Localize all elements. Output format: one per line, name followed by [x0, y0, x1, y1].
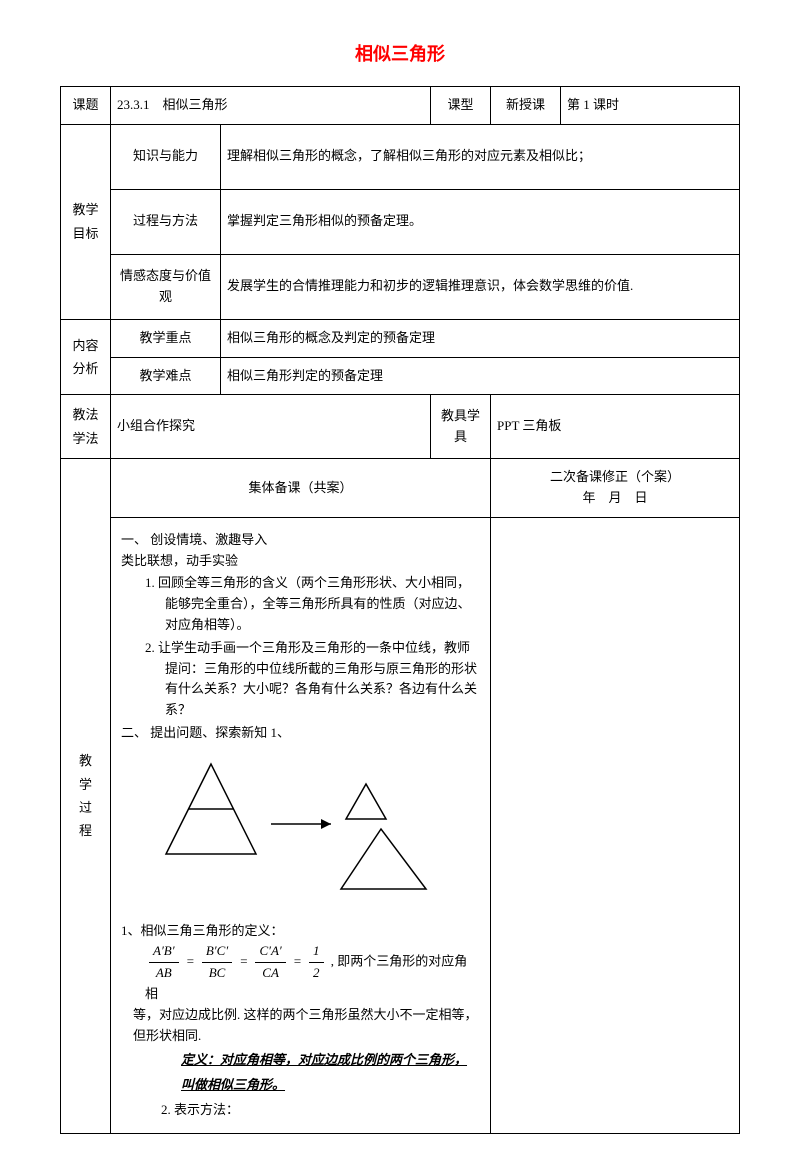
- ana-v-0: 相似三角形的概念及判定的预备定理: [221, 319, 740, 357]
- ana-k-0: 教学重点: [111, 319, 221, 357]
- label-analysis: 内容分析: [61, 319, 111, 395]
- label-keti: 课题: [61, 87, 111, 125]
- lower-triangle-icon: [341, 829, 426, 889]
- plan-header-right-l2: 年 月 日: [583, 490, 648, 505]
- lesson-table: 课题 23.3.1 相似三角形 课型 新授课 第 1 课时 教学目标 知识与能力…: [60, 86, 740, 1134]
- method-value: 小组合作探究: [111, 395, 431, 459]
- def-label: 1、相似三角三角形的定义：: [121, 921, 480, 942]
- small-top-triangle-icon: [346, 784, 386, 819]
- goal-v-0: 理解相似三角形的概念，了解相似三角形的对应元素及相似比；: [221, 124, 740, 189]
- label-process: 教学过程: [61, 459, 111, 1134]
- def-cont: 等，对应边成比例. 这样的两个三角形虽然大小不一定相等，但形状相同.: [121, 1005, 480, 1047]
- arrow-head-icon: [321, 819, 331, 829]
- item2: 2. 表示方法：: [121, 1100, 480, 1121]
- goal-k-2: 情感态度与价值观: [111, 254, 221, 319]
- content-main: 一、 创设情境、激趣导入 类比联想，动手实验 1. 回顾全等三角形的含义（两个三…: [111, 517, 491, 1133]
- equation: A′B′AB = B′C′BC = C′A′CA = 12 , 即两个三角形的对…: [145, 941, 480, 1004]
- ana-v-1: 相似三角形判定的预备定理: [221, 357, 740, 395]
- triangle-diagram: [121, 754, 480, 901]
- page-title: 相似三角形: [60, 40, 740, 66]
- sec1-item2: 2. 让学生动手画一个三角形及三角形的一条中位线，教师提问：三角形的中位线所截的…: [125, 638, 480, 721]
- value-period: 第 1 课时: [561, 87, 740, 125]
- label-goals: 教学目标: [61, 124, 111, 319]
- plan-header-right-l1: 二次备课修正（个案）: [550, 469, 680, 484]
- label-method: 教法学法: [61, 395, 111, 459]
- tool-label: 教具学具: [431, 395, 491, 459]
- value-keti: 23.3.1 相似三角形: [111, 87, 431, 125]
- plan-header-left: 集体备课（共案）: [111, 459, 491, 518]
- sec2-title: 二、 提出问题、探索新知 1、: [121, 723, 480, 744]
- label-kexing: 课型: [431, 87, 491, 125]
- definition-l1: 定义：对应角相等，对应边成比例的两个三角形，: [121, 1050, 480, 1071]
- ana-k-1: 教学难点: [111, 357, 221, 395]
- plan-header-right: 二次备课修正（个案） 年 月 日: [491, 459, 740, 518]
- goal-k-1: 过程与方法: [111, 189, 221, 254]
- content-notes: [491, 517, 740, 1133]
- goal-v-2: 发展学生的合情推理能力和初步的逻辑推理意识，体会数学思维的价值.: [221, 254, 740, 319]
- goal-v-1: 掌握判定三角形相似的预备定理。: [221, 189, 740, 254]
- sec1-title: 一、 创设情境、激趣导入: [121, 530, 480, 551]
- sec1-item1: 1. 回顾全等三角形的含义（两个三角形形状、大小相同，能够完全重合），全等三角形…: [125, 573, 480, 635]
- tool-value: PPT 三角板: [491, 395, 740, 459]
- goal-k-0: 知识与能力: [111, 124, 221, 189]
- sec1-sub: 类比联想，动手实验: [121, 551, 480, 572]
- definition-l2: 叫做相似三角形。: [121, 1075, 480, 1096]
- value-kexing: 新授课: [491, 87, 561, 125]
